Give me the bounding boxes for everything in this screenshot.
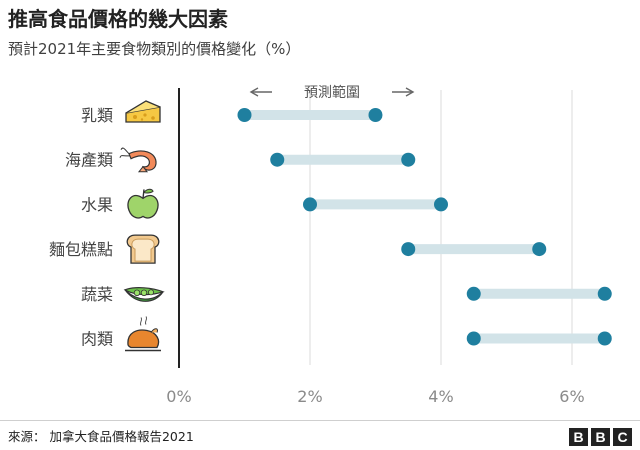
range-dot-low-6 <box>466 331 481 346</box>
bread-icon <box>126 234 160 264</box>
range-dot-high-1 <box>368 108 383 122</box>
range-arrow-left-head <box>249 87 259 97</box>
category-label: 水果 <box>81 195 113 214</box>
roast-chicken-icon <box>125 316 161 352</box>
source-note: 來源： 加拿大食品價格報告2021 <box>8 429 194 444</box>
category-label: 麵包糕點 <box>49 240 113 259</box>
peapod-icon <box>123 287 165 302</box>
x-tick-label: 6% <box>559 387 584 406</box>
range-arrow-right-head <box>405 87 415 97</box>
range-dot-low-3 <box>303 197 317 212</box>
category-label: 肉類 <box>81 330 113 349</box>
range-dot-low-4 <box>401 242 416 257</box>
range-dot-low-5 <box>466 286 481 301</box>
chart-subtitle: 預計2021年主要食物類別的價格變化（%） <box>8 40 301 58</box>
chart-title: 推高食品價格的幾大因素 <box>8 7 228 31</box>
range-annotation: 預測範圍 <box>304 84 360 101</box>
range-dot-low-2 <box>270 152 285 167</box>
category-label: 乳類 <box>81 106 113 125</box>
range-dot-high-6 <box>597 331 612 346</box>
range-dot-high-5 <box>597 286 612 301</box>
shrimp-icon <box>119 147 157 173</box>
bbc-logo-letter-1: B <box>569 428 588 446</box>
range-dot-high-2 <box>401 152 416 167</box>
bbc-logo-letter-2: B <box>591 428 610 446</box>
x-tick-label: 4% <box>428 387 453 406</box>
x-tick-label: 2% <box>297 387 322 406</box>
x-tick-label: 0% <box>166 387 191 406</box>
footer-divider <box>0 420 640 421</box>
category-label: 蔬菜 <box>81 285 113 304</box>
category-label: 海產類 <box>65 151 113 170</box>
range-dot-low-1 <box>237 108 252 122</box>
range-dot-high-3 <box>434 197 448 212</box>
bbc-logo: B B C <box>569 428 632 446</box>
bbc-logo-letter-3: C <box>613 428 632 446</box>
apple-icon <box>127 188 159 219</box>
cheese-icon <box>125 100 161 123</box>
range-dot-high-4 <box>532 242 547 257</box>
